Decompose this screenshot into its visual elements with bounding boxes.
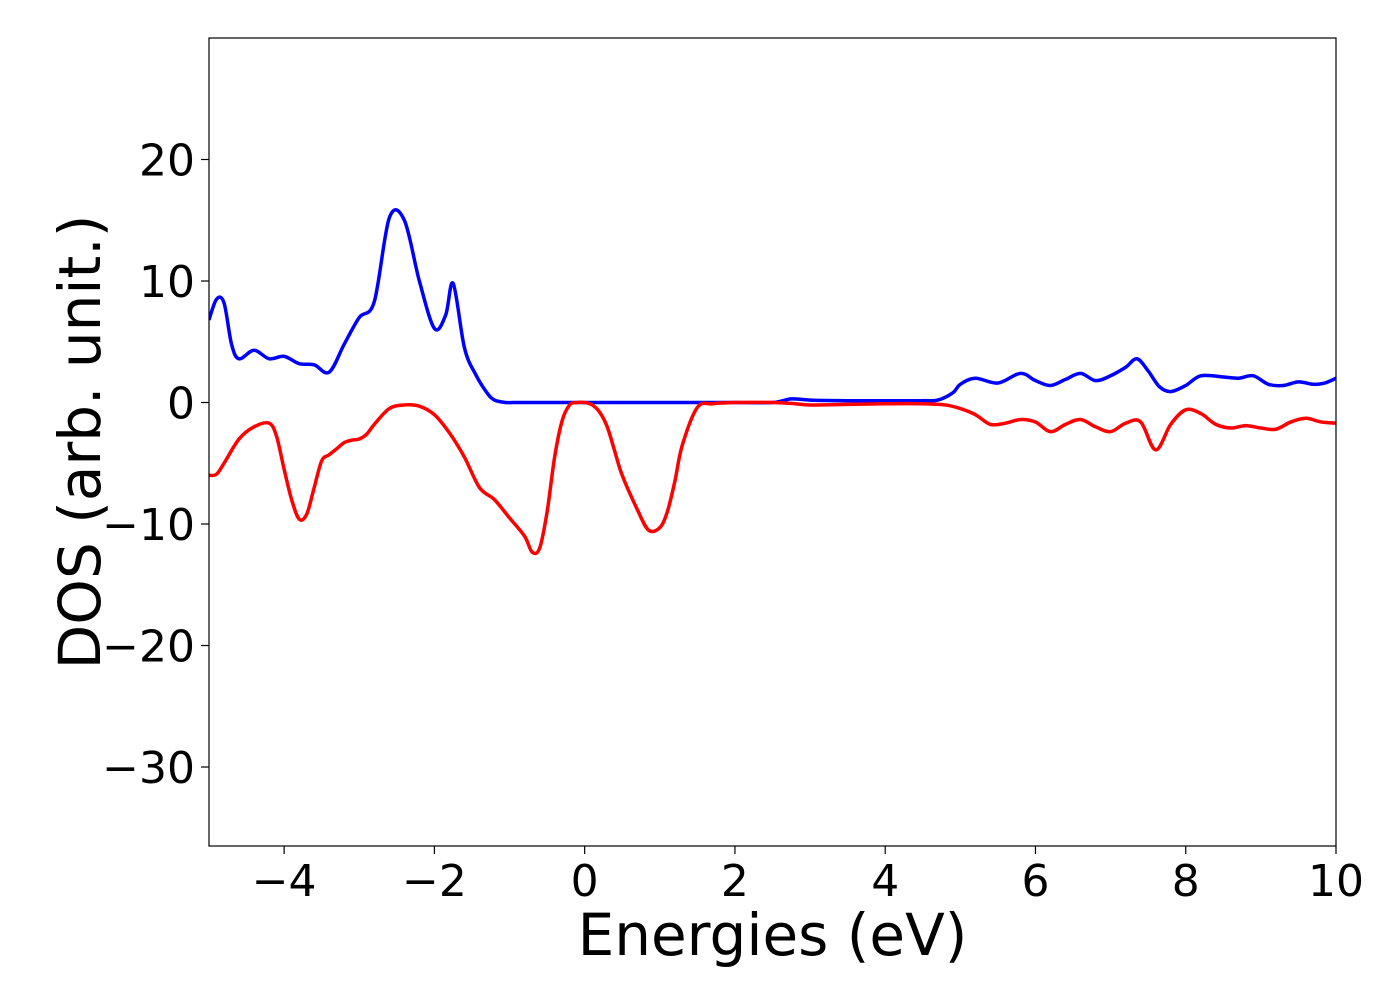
x-tick-label: 10 <box>1308 856 1364 907</box>
y-axis-title: DOS (arb. unit.) <box>46 215 114 670</box>
x-axis-ticks: −4 −2 0 2 4 6 8 10 <box>252 846 1364 907</box>
x-tick-label: 2 <box>721 856 749 907</box>
x-tick-label: −4 <box>252 856 317 907</box>
y-tick-label: 20 <box>139 136 195 187</box>
plot-lines <box>209 208 1336 556</box>
y-axis-ticks: 20 10 0 −10 −20 −30 <box>102 136 209 794</box>
y-tick-label: 0 <box>167 379 195 430</box>
series-line-1 <box>209 208 1336 405</box>
x-tick-label: 6 <box>1021 856 1049 907</box>
series-line-2 <box>209 400 1336 556</box>
x-tick-label: 0 <box>571 856 599 907</box>
y-tick-label: −20 <box>102 622 195 673</box>
x-tick-label: −2 <box>402 856 467 907</box>
y-tick-label: 10 <box>139 257 195 308</box>
plot-frame <box>208 37 1337 847</box>
x-axis-title: Energies (eV) <box>578 901 968 969</box>
x-tick-label: 8 <box>1172 856 1200 907</box>
x-tick-label: 4 <box>871 856 899 907</box>
y-tick-label: −30 <box>102 743 195 794</box>
y-tick-label: −10 <box>102 500 195 551</box>
